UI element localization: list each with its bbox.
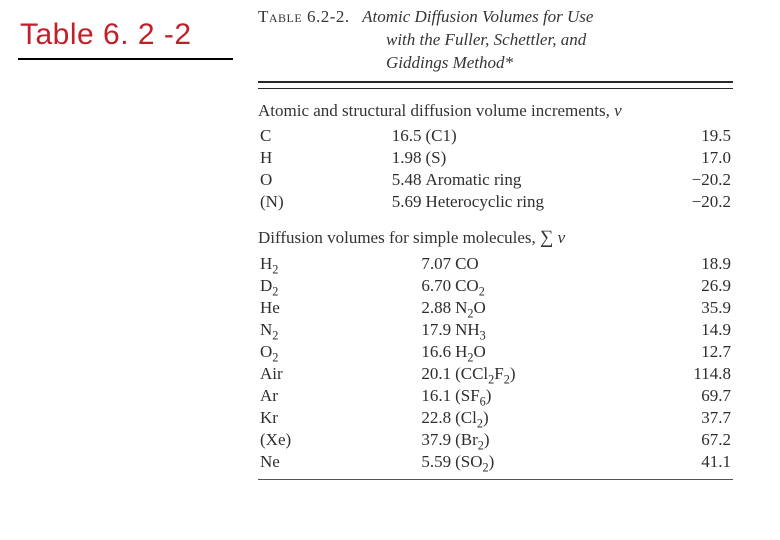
table-row: (N) 5.69 Heterocyclic ring −20.2 bbox=[258, 191, 733, 213]
rule-double-top bbox=[258, 81, 733, 89]
cell-value-right: 114.8 bbox=[614, 363, 733, 385]
caption-line-3: Giddings Method* bbox=[258, 52, 513, 75]
cell-value-left: 5.69 bbox=[335, 191, 424, 213]
cell-species-right: CO2 bbox=[453, 275, 614, 297]
cell-species-right: (SO2) bbox=[453, 451, 614, 473]
table-row: N2 17.9 NH3 14.9 bbox=[258, 319, 733, 341]
spacer bbox=[258, 213, 733, 227]
table-row: Air 20.1 (CCl2F2) 114.8 bbox=[258, 363, 733, 385]
section-a-body: C 16.5 (C1) 19.5 H 1.98 (S) 17.0 O 5.48 … bbox=[258, 125, 733, 213]
section-a-title: Atomic and structural diffusion volume i… bbox=[258, 101, 733, 121]
section-a-table: C 16.5 (C1) 19.5 H 1.98 (S) 17.0 O 5.48 … bbox=[258, 125, 733, 213]
cell-value-right: 37.7 bbox=[614, 407, 733, 429]
slide-label: Table 6. 2 -2 bbox=[20, 18, 192, 52]
cell-value-right: 14.9 bbox=[614, 319, 733, 341]
cell-value-right: 17.0 bbox=[632, 147, 733, 169]
cell-species-right: (CCl2F2) bbox=[453, 363, 614, 385]
table-row: H2 7.07 CO 18.9 bbox=[258, 253, 733, 275]
cell-species-left: Ar bbox=[258, 385, 348, 407]
cell-species-left: O bbox=[258, 169, 335, 191]
table-row: Ne 5.59 (SO2) 41.1 bbox=[258, 451, 733, 473]
cell-value-left: 5.48 bbox=[335, 169, 424, 191]
cell-species-right: H2O bbox=[453, 341, 614, 363]
cell-species-left: H bbox=[258, 147, 335, 169]
caption-label: Table 6.2-2. bbox=[258, 7, 350, 26]
cell-species-left: O2 bbox=[258, 341, 348, 363]
cell-species-right: CO bbox=[453, 253, 614, 275]
cell-value-right: 67.2 bbox=[614, 429, 733, 451]
cell-species-left: He bbox=[258, 297, 348, 319]
caption-line-2: with the Fuller, Schettler, and bbox=[258, 29, 586, 52]
cell-species-left: Kr bbox=[258, 407, 348, 429]
cell-value-left: 16.6 bbox=[348, 341, 453, 363]
rule-bottom bbox=[258, 479, 733, 480]
cell-value-left: 22.8 bbox=[348, 407, 453, 429]
table-row: (Xe) 37.9 (Br2) 67.2 bbox=[258, 429, 733, 451]
section-b-body: H2 7.07 CO 18.9 D2 6.70 CO2 26.9 He 2.88… bbox=[258, 253, 733, 473]
cell-value-left: 7.07 bbox=[348, 253, 453, 275]
table-caption: Table 6.2-2. Atomic Diffusion Volumes fo… bbox=[258, 6, 733, 75]
section-b-table: H2 7.07 CO 18.9 D2 6.70 CO2 26.9 He 2.88… bbox=[258, 253, 733, 473]
cell-value-left: 2.88 bbox=[348, 297, 453, 319]
table-row: O2 16.6 H2O 12.7 bbox=[258, 341, 733, 363]
table-row: C 16.5 (C1) 19.5 bbox=[258, 125, 733, 147]
cell-value-left: 6.70 bbox=[348, 275, 453, 297]
cell-value-left: 37.9 bbox=[348, 429, 453, 451]
table-row: Ar 16.1 (SF6) 69.7 bbox=[258, 385, 733, 407]
cell-species-right: (S) bbox=[424, 147, 633, 169]
cell-species-left: Ne bbox=[258, 451, 348, 473]
cell-species-right: NH3 bbox=[453, 319, 614, 341]
cell-species-right: Aromatic ring bbox=[424, 169, 633, 191]
cell-species-left: N2 bbox=[258, 319, 348, 341]
cell-species-left: D2 bbox=[258, 275, 348, 297]
table-row: O 5.48 Aromatic ring −20.2 bbox=[258, 169, 733, 191]
cell-value-left: 5.59 bbox=[348, 451, 453, 473]
cell-value-right: 69.7 bbox=[614, 385, 733, 407]
cell-species-left: Air bbox=[258, 363, 348, 385]
table-row: Kr 22.8 (Cl2) 37.7 bbox=[258, 407, 733, 429]
cell-value-right: 26.9 bbox=[614, 275, 733, 297]
cell-value-left: 16.1 bbox=[348, 385, 453, 407]
page-root: Table 6. 2 -2 Table 6.2-2. Atomic Diffus… bbox=[0, 0, 780, 540]
cell-species-right: N2O bbox=[453, 297, 614, 319]
caption-line-1: Atomic Diffusion Volumes for Use bbox=[362, 7, 593, 26]
cell-value-left: 16.5 bbox=[335, 125, 424, 147]
table-row: D2 6.70 CO2 26.9 bbox=[258, 275, 733, 297]
cell-value-right: 12.7 bbox=[614, 341, 733, 363]
cell-value-right: −20.2 bbox=[632, 169, 733, 191]
cell-value-right: 35.9 bbox=[614, 297, 733, 319]
cell-species-right: (Br2) bbox=[453, 429, 614, 451]
cell-species-right: (C1) bbox=[424, 125, 633, 147]
table-row: H 1.98 (S) 17.0 bbox=[258, 147, 733, 169]
table-container: Table 6.2-2. Atomic Diffusion Volumes fo… bbox=[258, 6, 733, 490]
cell-value-right: 18.9 bbox=[614, 253, 733, 275]
cell-value-right: 19.5 bbox=[632, 125, 733, 147]
slide-label-underline bbox=[18, 58, 233, 60]
cell-species-left: H2 bbox=[258, 253, 348, 275]
cell-species-left: (Xe) bbox=[258, 429, 348, 451]
cell-value-right: 41.1 bbox=[614, 451, 733, 473]
cell-species-left: C bbox=[258, 125, 335, 147]
cell-value-left: 1.98 bbox=[335, 147, 424, 169]
cell-species-right: (Cl2) bbox=[453, 407, 614, 429]
cell-value-left: 20.1 bbox=[348, 363, 453, 385]
cell-species-right: Heterocyclic ring bbox=[424, 191, 633, 213]
cell-value-right: −20.2 bbox=[632, 191, 733, 213]
section-b-title: Diffusion volumes for simple molecules, … bbox=[258, 227, 733, 249]
cell-species-right: (SF6) bbox=[453, 385, 614, 407]
cell-value-left: 17.9 bbox=[348, 319, 453, 341]
cell-species-left: (N) bbox=[258, 191, 335, 213]
table-row: He 2.88 N2O 35.9 bbox=[258, 297, 733, 319]
